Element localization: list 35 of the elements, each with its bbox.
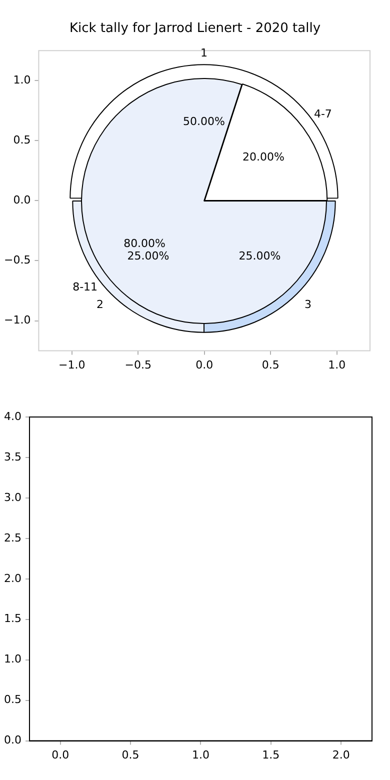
x-tick-label: −0.5 [124, 358, 152, 372]
x-tick-label: 0.5 [122, 748, 140, 762]
y-tick-label: 1.0 [13, 73, 31, 86]
y-tick-label: 2.0 [4, 572, 22, 585]
x-tick-label: 0.0 [52, 748, 70, 762]
x-tick-label: 0.0 [196, 358, 214, 372]
y-tick-label: 2.5 [4, 531, 22, 544]
data-label: 80.00% [124, 236, 166, 250]
slice-label: 8-11 [72, 280, 98, 293]
y-tick-label: 3.0 [4, 490, 22, 504]
category-label: 3 [304, 298, 312, 311]
text: 50.00% [183, 114, 226, 128]
y-tick-label: 0.0 [13, 194, 31, 207]
chart-title: Kick tally for Jarrod Lienert - 2020 tally [68, 21, 322, 36]
text: 25.00% [239, 249, 282, 262]
y-tick-label: 3.5 [4, 450, 22, 464]
y-tick-label: 0.5 [4, 693, 22, 706]
y-tick-label: 0.5 [13, 134, 31, 147]
x-tick-label: 1.5 [262, 748, 280, 762]
x-tick-label: 2.0 [332, 748, 350, 762]
x-tick-label: 0.5 [262, 358, 280, 372]
y-tick-label: 1.0 [4, 652, 22, 666]
slice-label: 4-7 [314, 107, 332, 120]
x-tick-label: −1.0 [58, 358, 86, 372]
x-tick-label: 1.0 [192, 748, 210, 762]
x-tick-label: 1.0 [328, 358, 346, 372]
y-tick-label: 1.5 [4, 612, 22, 626]
data-label: 20.00% [242, 150, 285, 164]
y-tick-label: −1.0 [4, 314, 31, 327]
text: 25.00% [128, 249, 170, 262]
category-label: 1 [200, 46, 208, 60]
y-tick-label: 4.0 [4, 410, 22, 423]
y-tick-label: 0.0 [4, 734, 22, 747]
y-tick-label: −0.5 [4, 254, 31, 267]
category-label: 2 [96, 298, 104, 311]
